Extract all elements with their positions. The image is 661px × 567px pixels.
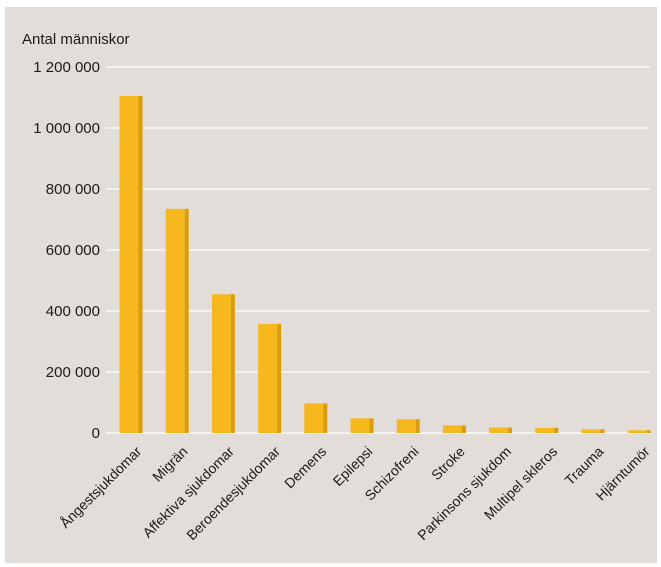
bar-shade xyxy=(461,425,466,433)
bar-face xyxy=(165,208,185,433)
bar-face xyxy=(627,430,647,433)
bar xyxy=(258,323,282,433)
x-tick-label: Ångestsjukdomar xyxy=(57,443,145,531)
bar-face xyxy=(581,429,601,433)
y-tick-label: 800 000 xyxy=(46,181,100,198)
grid-lines xyxy=(106,66,650,434)
bar-shade xyxy=(508,427,513,433)
bar xyxy=(304,403,328,433)
bar xyxy=(489,427,513,433)
bar-shade xyxy=(230,294,235,433)
bar-shade xyxy=(415,419,420,433)
y-tick-label: 400 000 xyxy=(46,303,100,320)
bar-face xyxy=(119,95,139,433)
bar-face xyxy=(396,419,416,433)
bar-shade xyxy=(369,418,374,433)
x-tick-label: Demens xyxy=(281,443,329,491)
y-tick-label: 1 000 000 xyxy=(33,120,100,137)
bar xyxy=(396,419,420,433)
bar-shade xyxy=(323,403,328,433)
bar-shade xyxy=(554,427,559,433)
bar xyxy=(442,425,466,433)
bar-shade xyxy=(600,429,605,433)
x-tick-label: Epilepsi xyxy=(329,443,375,489)
bar xyxy=(119,95,143,433)
bar-face xyxy=(350,418,370,433)
bar xyxy=(627,430,651,433)
bar xyxy=(535,427,559,433)
bar-shade xyxy=(184,208,189,433)
x-tick-label: Migrän xyxy=(149,443,191,485)
bar-shade xyxy=(138,95,143,433)
bar-face xyxy=(211,294,231,433)
bar xyxy=(211,294,235,433)
bar-face xyxy=(489,427,509,433)
bars xyxy=(119,95,651,433)
bar-face xyxy=(258,323,278,433)
bar xyxy=(350,418,374,433)
y-tick-label: 1 200 000 xyxy=(33,59,100,76)
x-tick-label: Stroke xyxy=(428,443,468,483)
x-tick-label: Trauma xyxy=(561,443,606,488)
bar xyxy=(581,429,605,433)
bar-face xyxy=(442,425,462,433)
y-axis-label: Antal människor xyxy=(22,31,130,48)
y-tick-label: 600 000 xyxy=(46,242,100,259)
bar-shade xyxy=(646,430,651,433)
bar-face xyxy=(304,403,324,433)
y-tick-label: 200 000 xyxy=(46,364,100,381)
bar-face xyxy=(535,427,555,433)
y-axis-ticks: 0 200 000 400 000 600 000 800 000 1 000 000 1 … xyxy=(33,59,100,442)
chart-panel xyxy=(5,7,657,563)
bar-shade xyxy=(277,323,282,433)
y-tick-label: 0 xyxy=(92,425,100,442)
bar xyxy=(165,208,189,433)
